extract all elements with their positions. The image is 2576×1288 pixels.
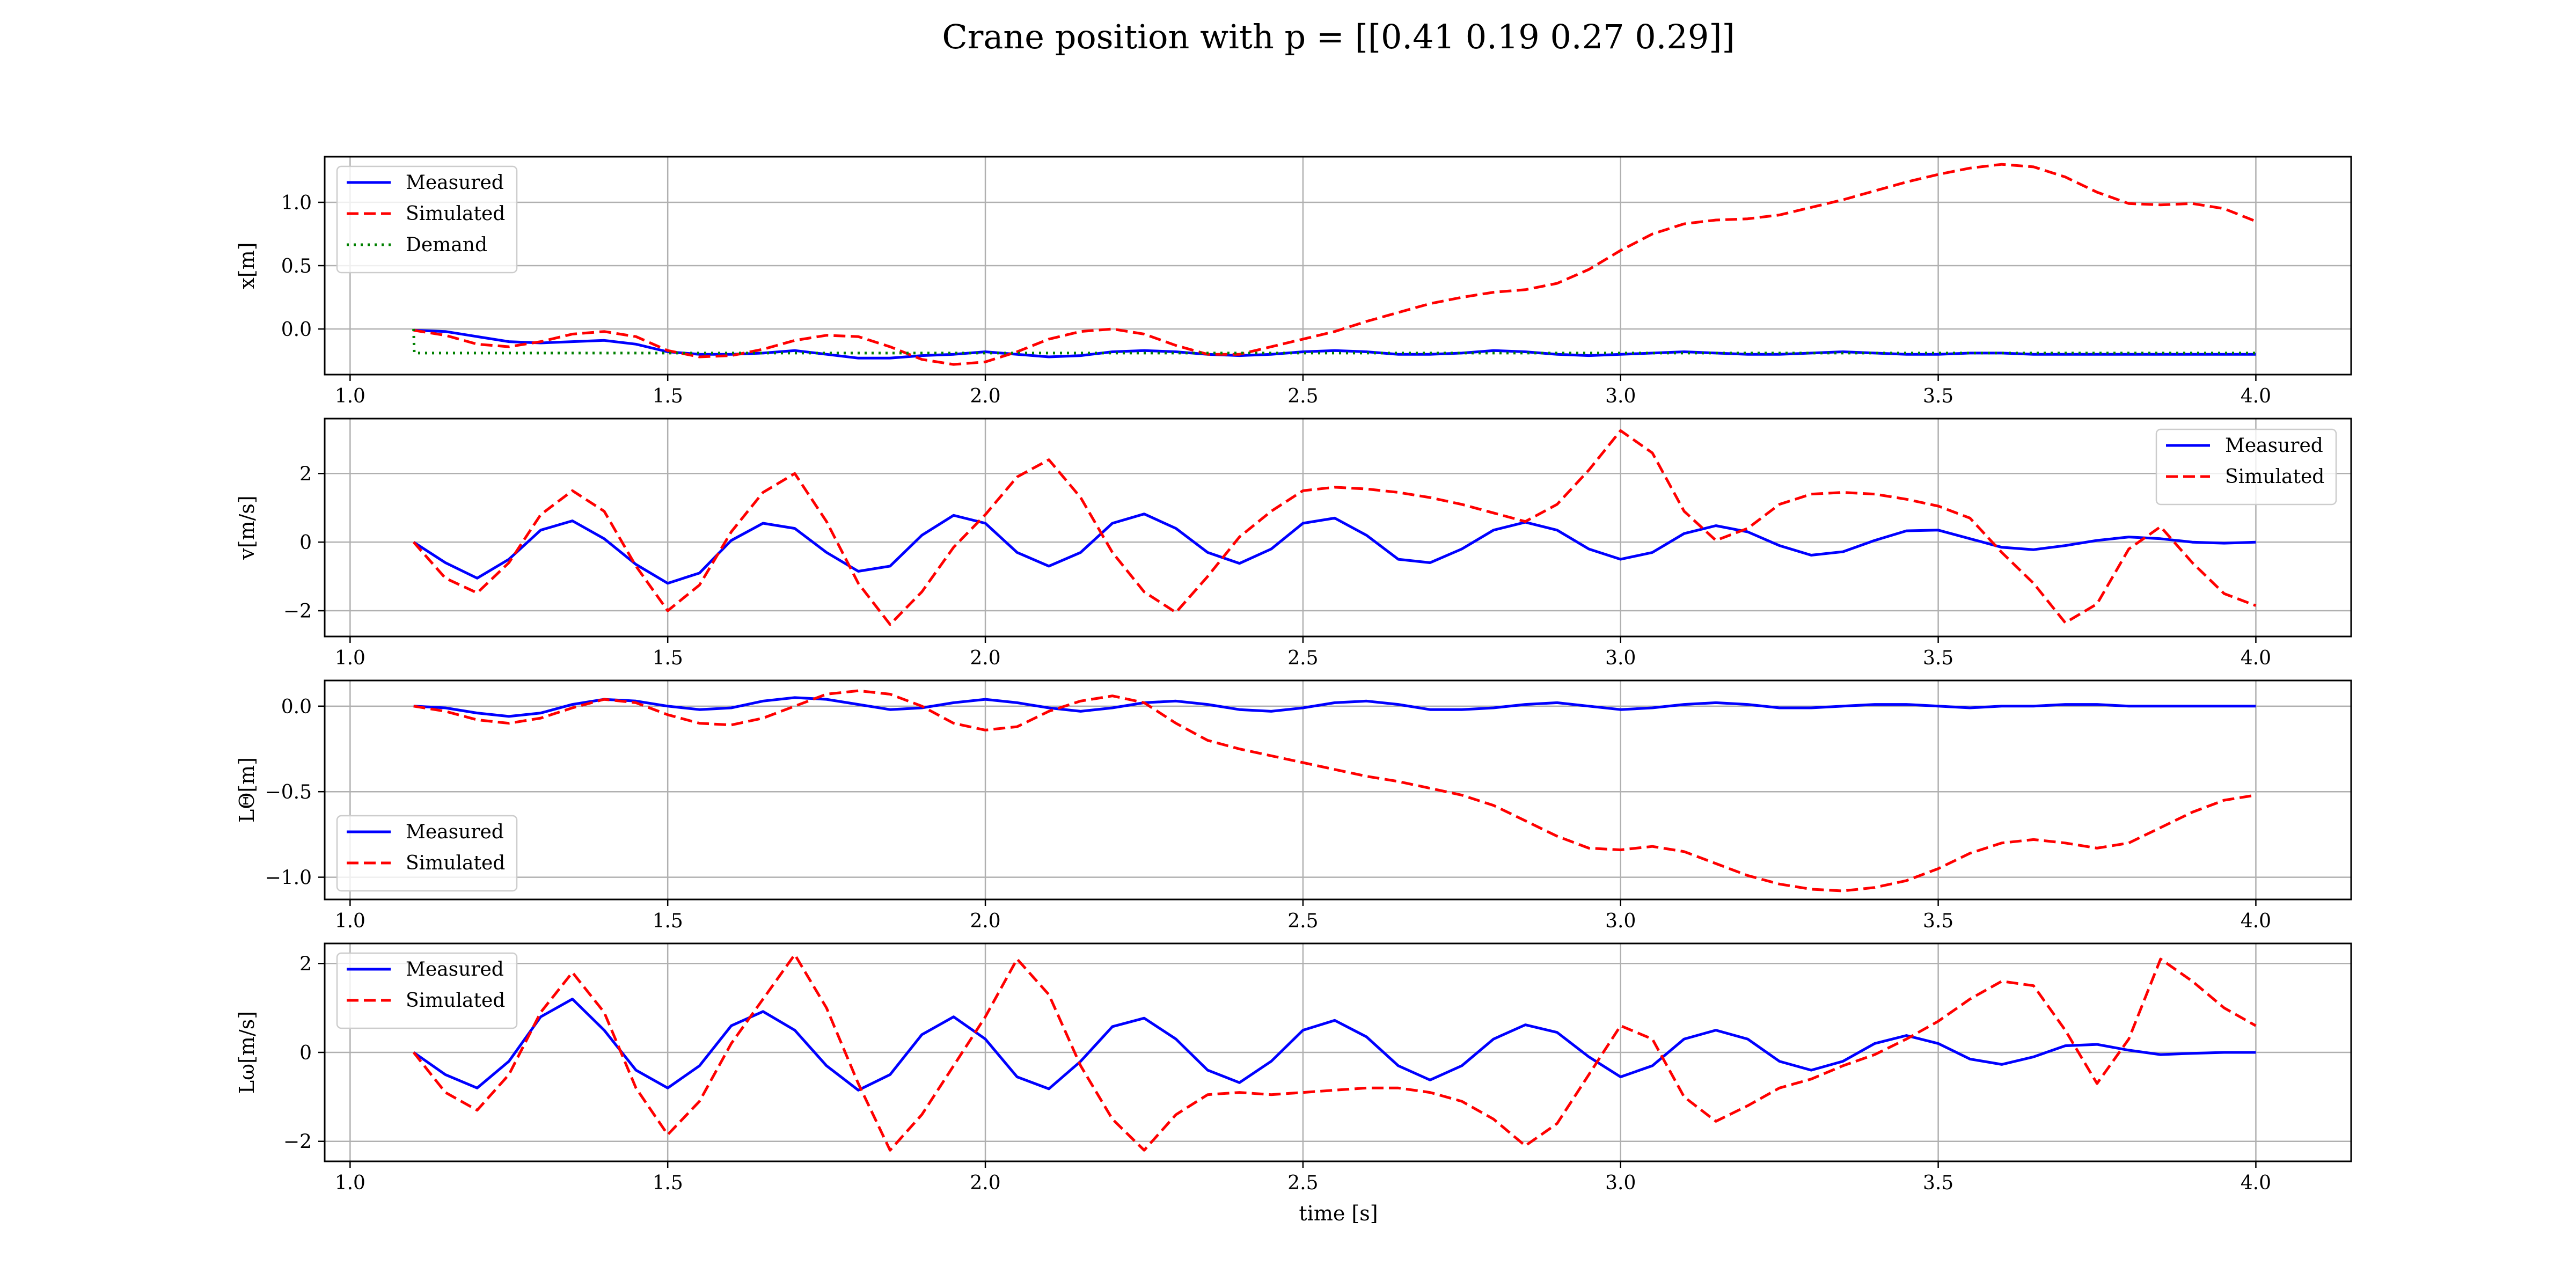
y-tick-label: 0.0 [281,696,312,718]
plot-frame [324,679,2352,901]
series-line-simulated [412,953,2257,1152]
x-tick-label: 2.5 [1287,647,1318,669]
legend-label: Simulated [406,852,505,874]
x-tick-label: 3.0 [1605,1172,1636,1194]
y-axis-label: LΘ[m] [235,757,259,823]
x-tick-label: 2.5 [1287,1172,1318,1194]
x-tick-label: 3.5 [1923,910,1953,932]
y-tick-label: 0.0 [281,319,312,341]
y-tick-label: −2 [283,1131,312,1153]
x-tick-label: 3.5 [1923,1172,1953,1194]
subplot-1: 1.0 1.5 2.0 2.5 3.0 3.5 4.0 0.0 0.5 1.0 x[m] Measur… [235,156,2352,407]
y-tick-label: −2 [283,601,312,623]
subplot-2: 1.0 1.5 2.0 2.5 3.0 3.5 4.0 −2 0 2 v[m/s] Measured S… [235,418,2352,669]
legend: Measured Simulated Demand [336,165,518,274]
legend: Measured Simulated [336,952,518,1029]
x-tick-label: 3.5 [1923,385,1953,407]
legend-label: Measured [406,958,504,980]
legend-label: Measured [2225,435,2323,457]
series-line-demand [412,328,2256,355]
y-axis-label: x[m] [235,242,259,289]
series-line-measured [413,328,2256,360]
series-line-measured [413,696,2256,718]
x-tick-label: 1.5 [653,1172,683,1194]
axes-container: 1.0 1.5 2.0 2.5 3.0 3.5 4.0 0.0 0.5 1.0 x[m] Measur… [235,156,2352,1194]
x-tick-label: 2.5 [1287,385,1318,407]
x-axis-label: time [s] [1299,1202,1378,1225]
legend-label: Simulated [2225,466,2324,488]
x-tick-label: 1.5 [653,647,683,669]
x-tick-label: 2.5 [1287,910,1318,932]
plot-frame [324,942,2352,1162]
figure-title: Crane position with p = [[0.41 0.19 0.27… [942,17,1735,56]
series-line-simulated [413,689,2256,892]
series-line-simulated [412,429,2257,626]
x-tick-label: 3.0 [1605,385,1636,407]
legend-label: Measured [406,172,504,194]
x-tick-label: 1.5 [653,910,683,932]
x-tick-label: 1.0 [335,647,365,669]
x-tick-label: 1.5 [653,385,683,407]
x-tick-label: 2.0 [970,910,1000,932]
legend-box [2155,428,2337,506]
series-line-measured [413,513,2256,585]
y-tick-label: 1.0 [281,192,312,214]
legend-box [336,952,518,1029]
y-tick-label: 0 [299,532,312,554]
series-line-simulated [413,163,2257,366]
series-line-measured [413,998,2256,1092]
legend: Measured Simulated [2155,428,2337,506]
y-tick-label: −0.5 [265,781,312,803]
plot-frame [324,418,2352,638]
x-tick-label: 4.0 [2241,910,2271,932]
x-tick-label: 3.0 [1605,647,1636,669]
y-axis-label: v[m/s] [235,495,259,560]
subplot-4: 1.0 1.5 2.0 2.5 3.0 3.5 4.0 −2 0 2 Lω[m/s] Measured… [235,942,2352,1194]
x-tick-label: 1.0 [335,910,365,932]
x-tick-label: 4.0 [2241,647,2271,669]
legend-label: Simulated [406,203,505,225]
y-tick-label: 0 [299,1042,312,1064]
legend-label: Simulated [406,990,505,1012]
x-tick-label: 2.0 [970,385,1000,407]
y-tick-label: 2 [299,463,312,485]
x-tick-label: 3.0 [1605,910,1636,932]
x-tick-label: 4.0 [2241,385,2271,407]
legend-label: Demand [406,234,487,256]
x-tick-label: 3.5 [1923,647,1953,669]
y-tick-label: 2 [299,953,312,975]
subplot-3: 1.0 1.5 2.0 2.5 3.0 3.5 4.0 −1.0 −0.5 0.0 LΘ[m] Mea… [235,679,2352,932]
plot-frame [324,156,2352,376]
y-tick-label: −1.0 [265,867,312,889]
x-tick-label: 1.0 [335,1172,365,1194]
x-tick-label: 4.0 [2241,1172,2271,1194]
y-axis-label: Lω[m/s] [235,1011,259,1094]
legend: Measured Simulated [336,815,518,892]
x-tick-label: 2.0 [970,647,1000,669]
legend-label: Measured [406,821,504,843]
legend-box [336,815,518,892]
x-tick-label: 2.0 [970,1172,1000,1194]
x-tick-label: 1.0 [335,385,365,407]
y-tick-label: 0.5 [281,255,312,277]
